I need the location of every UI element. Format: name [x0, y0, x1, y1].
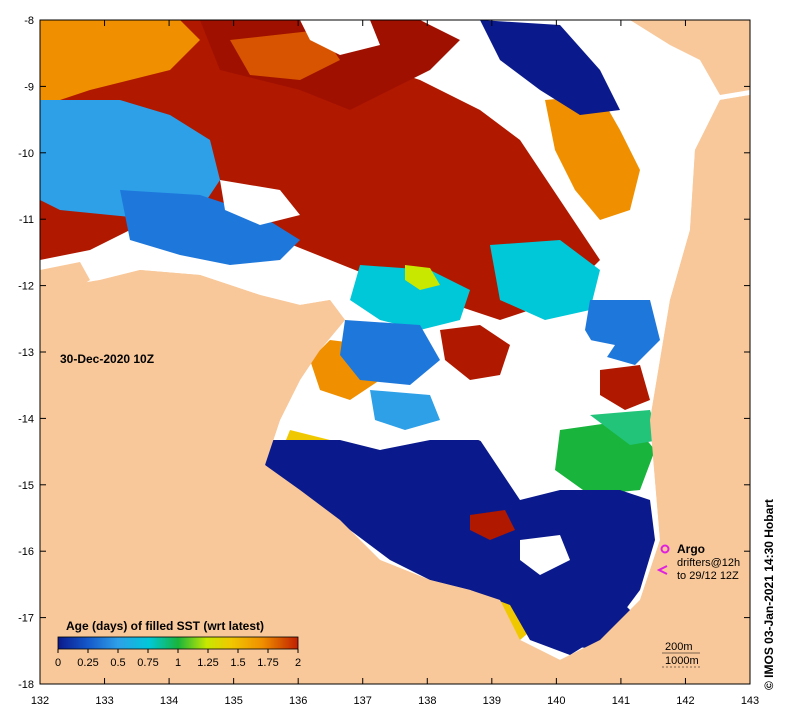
colorbar-tick-label: 1.75	[257, 657, 278, 669]
lat-tick-label: -18	[18, 679, 34, 691]
lat-tick-label: -9	[24, 81, 34, 93]
land-island-small	[725, 178, 748, 205]
colorbar-ticks: 0 0.25 0.5 0.75 1 1.25 1.5 1.75 2	[55, 649, 301, 669]
lat-tick-label: -12	[18, 281, 34, 293]
argo-label: Argo	[677, 542, 705, 556]
lat-tick-label: -10	[18, 148, 34, 160]
region-age-0-5-west-b	[120, 190, 300, 265]
region-age-0-75-gulf-mid	[370, 390, 440, 430]
region-age-2-gulf-n	[440, 325, 510, 380]
lon-tick-label: 136	[289, 695, 307, 707]
region-age-0-75-center	[350, 265, 470, 330]
drifters-label-1: drifters@12h	[677, 557, 740, 569]
land-islands-nw	[40, 262, 90, 300]
arrow-left-icon	[656, 565, 668, 575]
lon-tick-label: 141	[612, 695, 630, 707]
depth-1000m-label: 1000m	[665, 655, 699, 667]
lon-tick-label: 132	[31, 695, 49, 707]
region-age-0-5-west	[40, 100, 220, 220]
colorbar-title: Age (days) of filled SST (wrt latest)	[66, 619, 264, 633]
colorbar-tick-label: 0.5	[110, 657, 125, 669]
credit-label: © IMOS 03-Jan-2021 14:30 Hobart	[762, 499, 776, 690]
land-png	[630, 20, 750, 95]
lat-tick-label: -8	[24, 15, 34, 27]
lon-axis: 132 133 134 135 136 137 138 139 140 141 142 143	[31, 20, 759, 707]
region-age-1-east-b	[590, 410, 660, 445]
lat-tick-label: -15	[18, 480, 34, 492]
lat-tick-label: -13	[18, 347, 34, 359]
region-age-2-north	[40, 20, 600, 320]
lon-tick-label: 139	[483, 695, 501, 707]
circle-marker-icon	[660, 544, 670, 554]
region-age-0-75-east	[490, 240, 600, 320]
colorbar-tick-label: 0.25	[77, 657, 98, 669]
region-age-1-75-ne	[545, 95, 640, 220]
region-age-1-75-mid	[230, 30, 340, 80]
lon-tick-label: 137	[354, 695, 372, 707]
lat-tick-label: -14	[18, 413, 34, 425]
lon-tick-label: 143	[741, 695, 759, 707]
region-age-1-75-nw	[40, 20, 200, 100]
drifters-label-2: to 29/12 12Z	[677, 570, 739, 582]
colorbar-gradient	[57, 636, 299, 650]
lon-tick-label: 140	[547, 695, 565, 707]
sst-field	[40, 20, 750, 684]
colorbar-tick-label: 1.25	[197, 657, 218, 669]
lat-tick-label: -17	[18, 613, 34, 625]
region-age-0-se-coast	[560, 600, 640, 650]
gap-1	[300, 20, 380, 55]
timestamp-label: 30-Dec-2020 10Z	[60, 352, 154, 366]
region-age-0-ne	[480, 20, 620, 115]
lon-tick-label: 142	[676, 695, 694, 707]
land-arnhem	[40, 95, 750, 684]
colorbar-tick-label: 2	[295, 657, 301, 669]
region-age-2-gulf-e	[600, 365, 650, 410]
depth-200m-label: 200m	[665, 641, 693, 653]
region-age-0-5-gulf	[340, 320, 440, 385]
colorbar-tick-label: 0	[55, 657, 61, 669]
region-age-0-south	[265, 440, 655, 655]
lon-tick-label: 138	[418, 695, 436, 707]
gap-5	[220, 180, 300, 225]
lon-tick-label: 134	[160, 695, 178, 707]
gap-3	[450, 395, 560, 445]
lat-axis: -8 -9 -10 -11 -12 -13 -14 -15 -16 -17 -18	[18, 15, 750, 691]
gap-2	[585, 340, 615, 360]
colorbar-tick-label: 0.75	[137, 657, 158, 669]
region-age-2-south-spot	[470, 510, 515, 540]
region-age-1-25-spot	[405, 265, 440, 290]
colorbar-tick-label: 1.5	[230, 657, 245, 669]
lon-tick-label: 133	[95, 695, 113, 707]
lat-tick-label: -11	[19, 214, 34, 226]
gap-4	[520, 535, 570, 575]
colorbar-tick-label: 1	[175, 657, 181, 669]
lon-tick-label: 135	[224, 695, 242, 707]
lat-tick-label: -16	[18, 546, 34, 558]
